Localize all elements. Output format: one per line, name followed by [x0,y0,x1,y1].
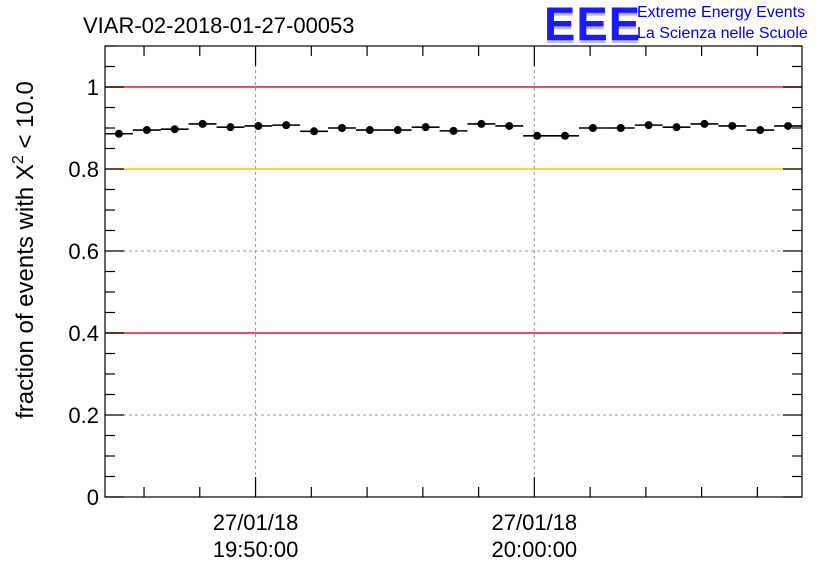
data-point [114,129,123,138]
data-point [644,121,653,130]
grid [105,46,802,497]
y-tick-label: 1 [87,75,99,100]
y-axis-label-main: fraction of events with X [12,164,39,419]
data-point [142,126,151,135]
y-tick-label: 0.8 [68,157,99,182]
data-point [588,124,597,132]
data-point [170,125,179,134]
logo-line-2: La Scienza nelle Scuole [637,25,808,42]
data-point [365,126,374,135]
y-axis-label: fraction of events with X2 < 10.0 [10,81,39,419]
x-tick-label-date: 27/01/18 [492,510,578,535]
y-tick-label: 0.2 [68,403,99,428]
data-point [310,127,319,136]
data-point [533,131,542,140]
y-tick-label: 0.4 [68,321,99,346]
x-tick-label-time: 20:00:00 [492,537,578,562]
data-point [700,119,709,128]
y-axis-label-tail: < 10.0 [12,81,39,155]
data-point [672,123,681,132]
data-series [105,119,802,140]
chart-title: VIAR-02-2018-01-27-00053 [83,13,355,38]
data-point [616,124,625,132]
plot-frame [104,45,803,498]
data-point [282,121,291,130]
x-tick-label-time: 19:50:00 [213,537,299,562]
data-point [226,123,235,132]
data-point [728,121,737,130]
logo-line-1: Extreme Energy Events [637,4,806,21]
eee-logo-mark: EEE [544,0,642,50]
reference-lines [105,86,802,334]
data-point [337,124,346,132]
data-point [784,121,793,130]
y-axis-label-superscript: 2 [10,155,27,164]
data-point [561,131,570,140]
y-tick-label: 0 [87,485,99,510]
data-point [477,119,486,128]
axis-tick-labels: 00.20.40.60.8127/01/1819:50:0027/01/1820… [68,75,577,562]
data-point [449,126,458,135]
x-tick-label-date: 27/01/18 [213,510,299,535]
data-point [756,126,765,135]
data-point [505,121,514,130]
axis-ticks [105,45,802,498]
data-point [254,121,263,130]
data-point [421,123,430,132]
y-tick-label: 0.6 [68,239,99,264]
data-point [393,126,402,135]
data-point [198,119,207,128]
eee-logo: EEE Extreme Energy Events La Scienza nel… [544,0,834,50]
